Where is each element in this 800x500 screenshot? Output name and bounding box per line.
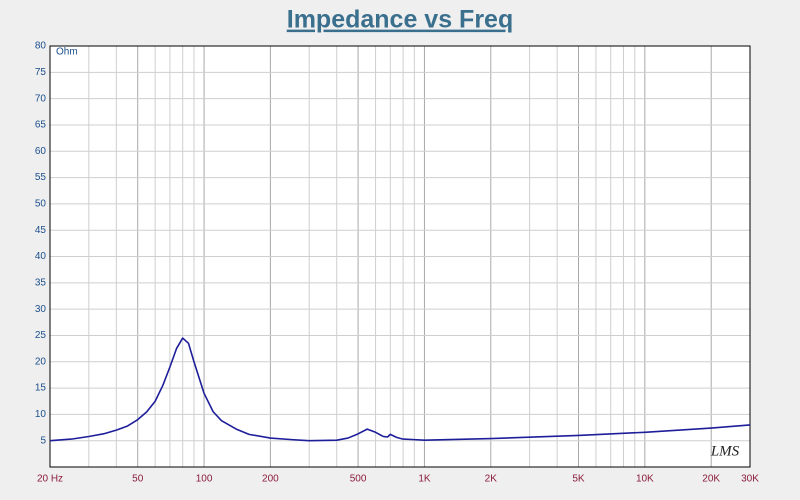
x-tick-label: 10K (636, 474, 654, 485)
y-tick-label: 75 (35, 67, 47, 78)
y-tick-label: 55 (35, 172, 47, 183)
y-tick-label: 35 (35, 277, 47, 288)
grid (49, 45, 751, 467)
plot-border (49, 45, 751, 468)
x-tick-label: 30K (741, 474, 759, 485)
x-tick-label: 50 (132, 474, 144, 485)
x-tick-label: 20K (702, 474, 720, 485)
x-tick-label: 500 (350, 474, 367, 485)
y-axis-label: Ohm (56, 47, 78, 58)
x-tick-label: 20 Hz (37, 474, 63, 485)
y-tick-label: 30 (35, 304, 47, 315)
watermark: LMS (710, 443, 740, 459)
y-tick-label: 15 (35, 383, 47, 394)
x-tick-label: 1K (418, 474, 431, 485)
y-tick-label: 25 (35, 330, 47, 341)
x-tick-label: 5K (572, 474, 585, 485)
y-tick-label: 20 (35, 356, 47, 367)
y-tick-label: 60 (35, 146, 47, 157)
y-tick-label: 80 (35, 41, 47, 52)
y-tick-label: 40 (35, 251, 47, 262)
impedance-line (49, 337, 751, 442)
y-tick-label: 10 (35, 409, 47, 420)
y-tick-label: 70 (35, 93, 47, 104)
y-tick-label: 65 (35, 120, 47, 131)
x-tick-label: 100 (196, 474, 213, 485)
x-tick-label: 200 (262, 474, 279, 485)
x-tick-label: 2K (485, 474, 498, 485)
y-tick-label: 45 (35, 225, 47, 236)
y-tick-label: 5 (40, 435, 46, 446)
y-tick-label: 50 (35, 199, 47, 210)
chart-title: Impedance vs Freq (287, 6, 513, 34)
